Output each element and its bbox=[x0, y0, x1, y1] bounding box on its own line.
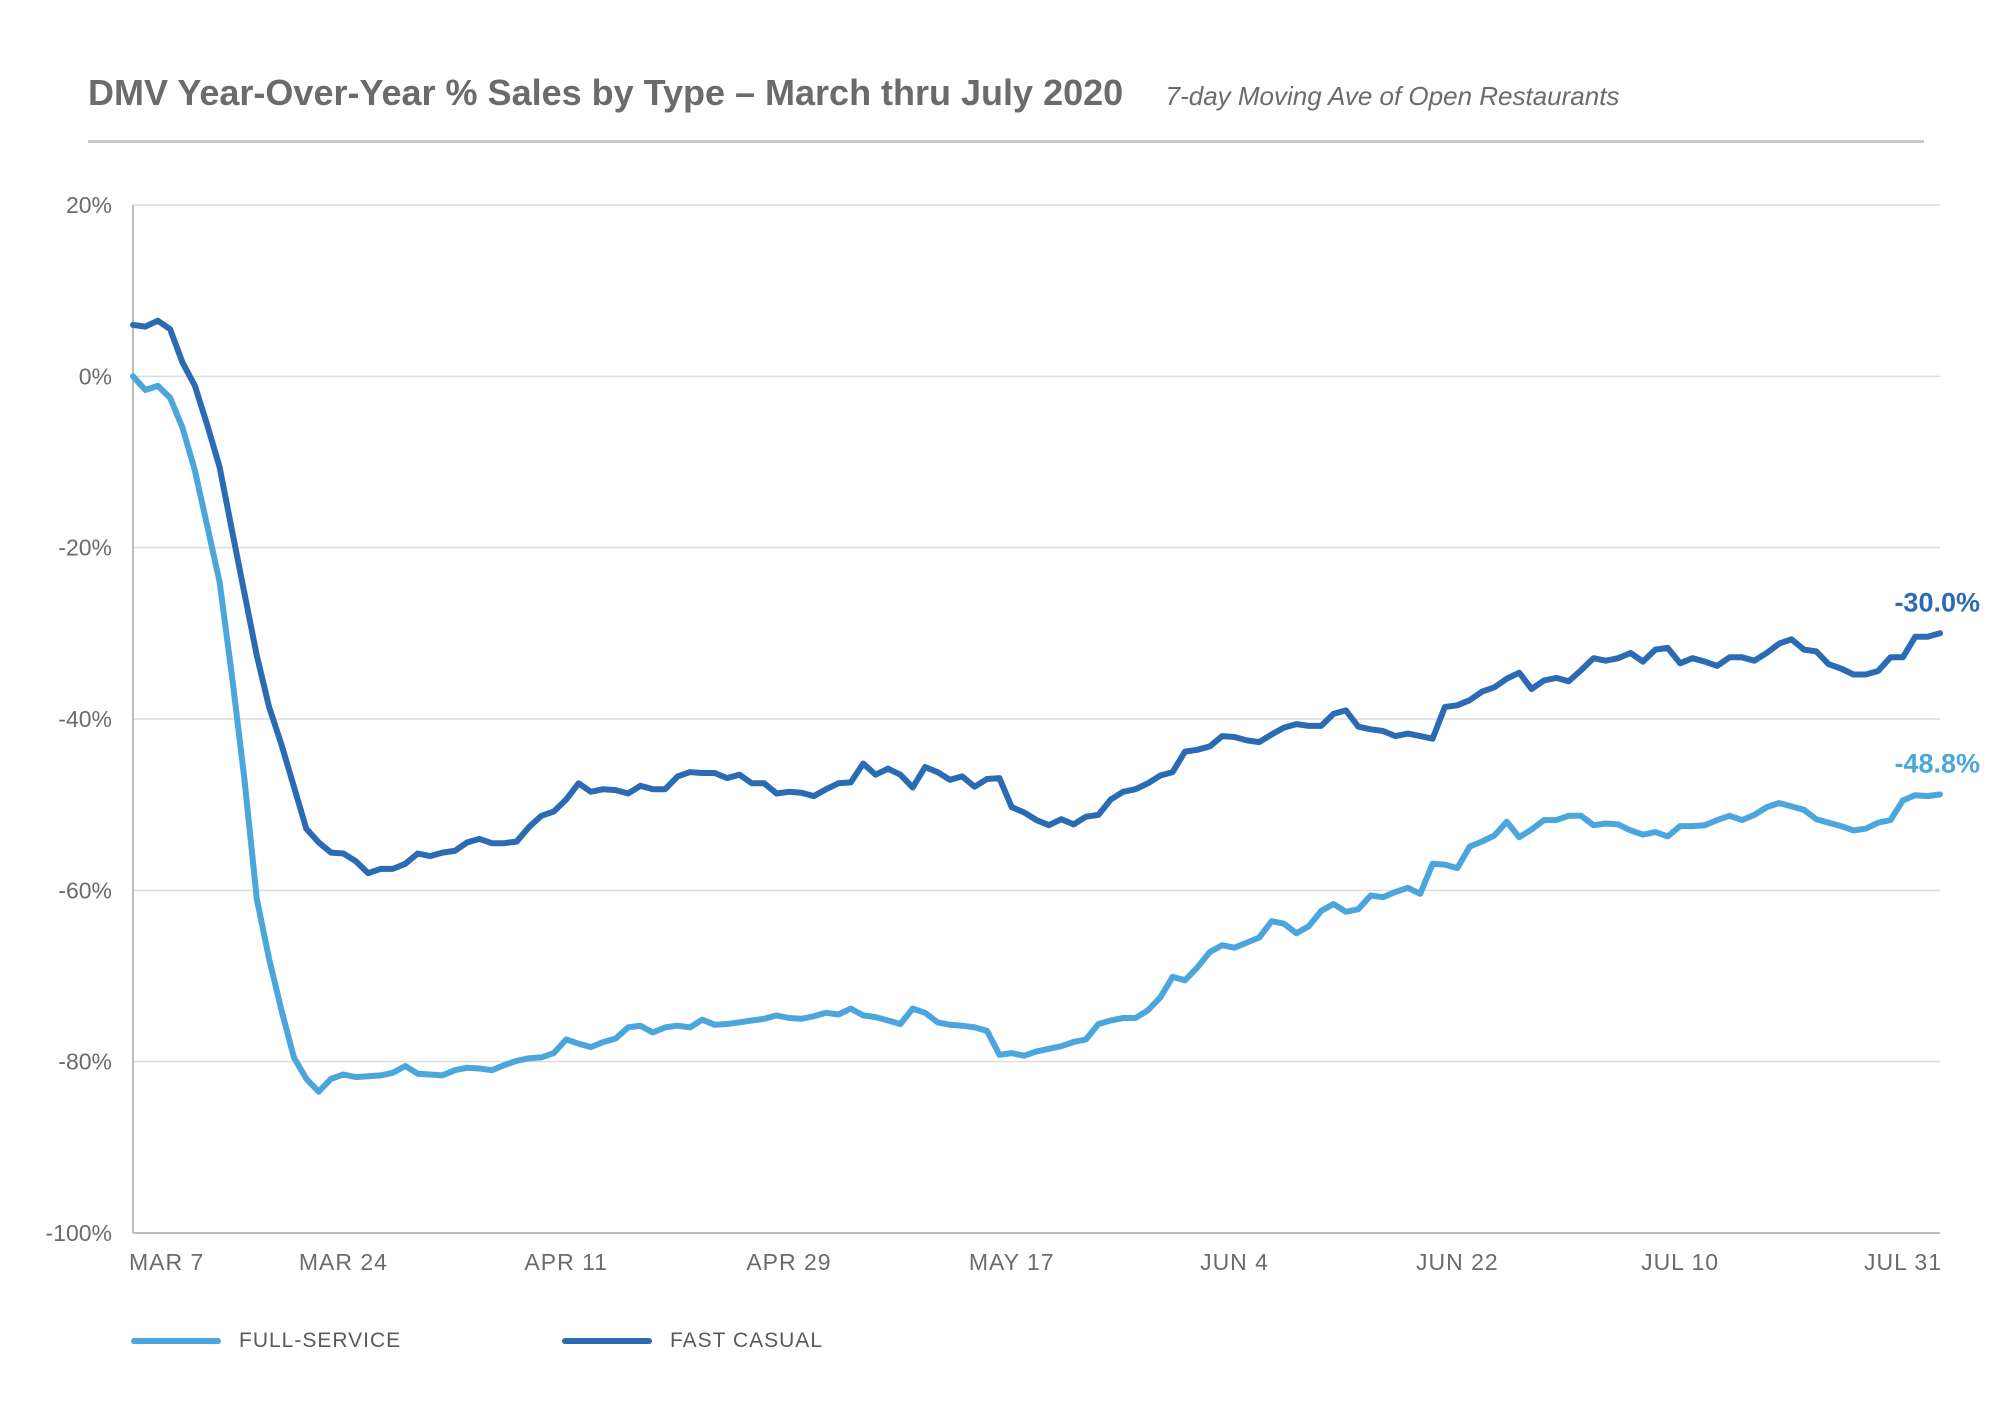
series-line-fast-casual bbox=[130, 317, 1943, 877]
legend-label-fast-casual: FAST CASUAL bbox=[670, 1329, 823, 1352]
chart-header: DMV Year-Over-Year % Sales by Type – Mar… bbox=[88, 72, 1928, 122]
y-tick-label: -20% bbox=[58, 535, 112, 561]
legend-item-full-service: FULL-SERVICE bbox=[131, 1326, 401, 1356]
legend-label-full-service: FULL-SERVICE bbox=[239, 1329, 402, 1352]
x-tick-label: MAR 7 bbox=[129, 1249, 204, 1275]
chart-title: DMV Year-Over-Year % Sales by Type – Mar… bbox=[88, 72, 1124, 113]
end-value-label: -30.0% bbox=[1894, 587, 1980, 617]
legend-item-fast-casual: FAST CASUAL bbox=[562, 1326, 823, 1356]
series-line-full-service bbox=[130, 373, 1943, 1095]
legend-swatch-fast-casual bbox=[562, 1338, 652, 1344]
title-divider bbox=[88, 140, 1924, 143]
x-tick-label: APR 11 bbox=[524, 1249, 608, 1275]
y-tick-label: -100% bbox=[46, 1220, 112, 1246]
x-tick-label: JUN 4 bbox=[1200, 1249, 1269, 1275]
gridlines bbox=[133, 204, 1940, 1063]
y-tick-label: 20% bbox=[66, 192, 112, 218]
x-tick-label: JUN 22 bbox=[1416, 1249, 1499, 1275]
y-tick-label: -40% bbox=[58, 706, 112, 732]
y-tick-label: 0% bbox=[79, 363, 112, 389]
x-tick-label: MAY 17 bbox=[969, 1249, 1055, 1275]
end-labels: -48.8% -30.0% bbox=[1894, 587, 1980, 778]
series-lines bbox=[130, 317, 1943, 1095]
x-tick-label: JUL 31 bbox=[1864, 1249, 1942, 1275]
x-tick-label: JUL 10 bbox=[1641, 1249, 1719, 1275]
x-tick-label: MAR 24 bbox=[299, 1249, 388, 1275]
y-tick-label: -60% bbox=[58, 877, 112, 903]
axes: 20% 0% -20% -40% -60% -80% -100% MAR 7 MAR 24 APR… bbox=[46, 192, 1942, 1275]
y-tick-label: -80% bbox=[58, 1049, 112, 1075]
x-tick-label: APR 29 bbox=[746, 1249, 831, 1275]
legend-swatch-full-service bbox=[131, 1338, 221, 1344]
end-value-label: -48.8% bbox=[1894, 748, 1980, 778]
chart-subtitle: 7-day Moving Ave of Open Restaurants bbox=[1165, 81, 1620, 111]
